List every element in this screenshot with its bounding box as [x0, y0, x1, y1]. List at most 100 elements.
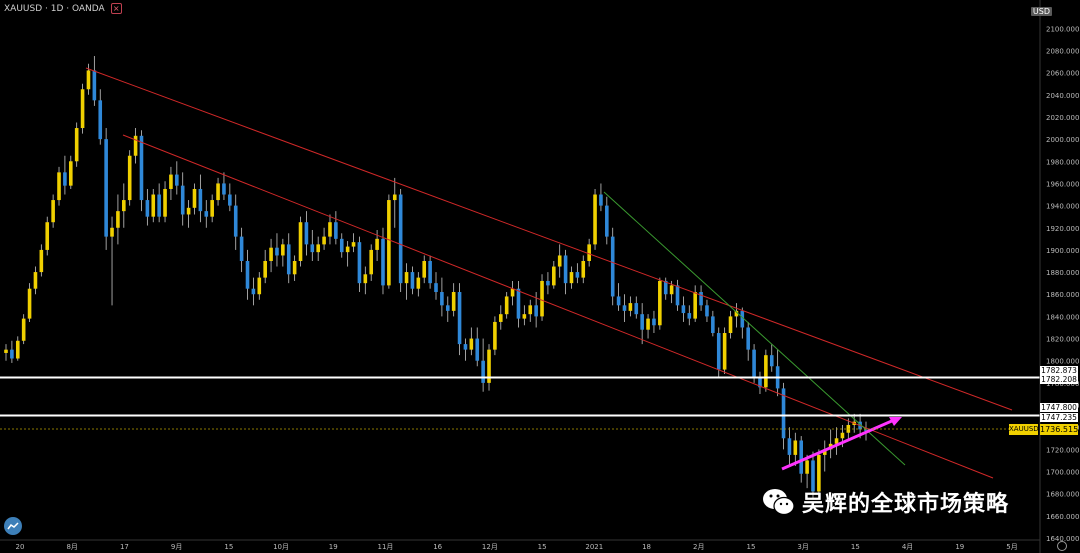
candle-body	[422, 261, 427, 278]
candle	[104, 128, 108, 250]
candle	[740, 307, 745, 339]
time-tick-label: 12月	[482, 543, 498, 551]
candle-body	[622, 305, 627, 311]
candle	[157, 183, 161, 223]
candle-body	[699, 292, 703, 306]
candle-body	[21, 318, 26, 341]
candle	[45, 216, 50, 256]
candle-body	[328, 222, 332, 237]
candle	[263, 249, 267, 284]
candle-body	[652, 318, 656, 326]
candle-body	[316, 244, 320, 253]
candle-body	[233, 205, 238, 237]
watermark: 吴辉的全球市场策略	[762, 486, 1009, 518]
candle	[787, 427, 792, 466]
candle-body	[210, 200, 214, 217]
candle	[251, 277, 256, 306]
candle	[758, 371, 762, 394]
candle-body	[504, 296, 509, 315]
time-tick-label: 20	[16, 543, 25, 551]
candle	[198, 174, 203, 223]
time-tick-label: 16	[433, 543, 442, 551]
candle-body	[357, 242, 362, 284]
candle	[257, 272, 262, 300]
price-axis-ticks[interactable]: 2100.000 2080.000 2060.000 2040.000 2020.000…	[1046, 25, 1079, 543]
candle	[528, 299, 533, 322]
candle	[622, 294, 627, 322]
candle	[357, 236, 362, 293]
candle	[552, 261, 556, 289]
candle-body	[769, 355, 774, 367]
candle-body	[51, 200, 55, 223]
candle	[204, 200, 209, 228]
candle-body	[440, 292, 444, 306]
candle-body	[192, 188, 197, 208]
time-axis-ticks[interactable]: 20 8月 17 9月 15 10月 19 11月 16 12月 15 2021 18 2月 15 3月 15 4…	[16, 543, 1018, 551]
candle-body	[428, 261, 432, 284]
candle	[316, 236, 320, 261]
candle	[334, 211, 338, 245]
settings-icon[interactable]	[1057, 541, 1067, 551]
candle	[428, 255, 432, 289]
candle	[175, 161, 179, 195]
candle	[569, 266, 574, 289]
candle-body	[363, 274, 368, 284]
candle	[675, 279, 680, 311]
candle-body	[569, 272, 574, 284]
candle-body	[675, 285, 680, 306]
candle-body	[728, 316, 733, 334]
candle-body	[281, 244, 285, 256]
time-tick-label: 3月	[797, 543, 808, 551]
candle-body	[239, 236, 244, 261]
currency-badge[interactable]: USD	[1030, 7, 1052, 16]
candle	[186, 200, 191, 228]
candle-body	[716, 333, 721, 370]
time-tick-label: 19	[955, 543, 964, 551]
candle	[504, 292, 509, 319]
candle	[410, 266, 415, 295]
candle-body	[216, 183, 220, 201]
price-tick-label: 2040.000	[1046, 92, 1079, 100]
candle-body	[10, 349, 14, 359]
price-tick-label: 1940.000	[1046, 203, 1079, 211]
candle	[163, 181, 167, 223]
candle-body	[493, 321, 497, 350]
candle	[292, 255, 297, 281]
candle-body	[245, 261, 250, 289]
candle-body	[764, 355, 768, 388]
price-tick-label: 1880.000	[1046, 269, 1079, 277]
candle-body	[434, 283, 438, 293]
candle-body	[481, 360, 485, 383]
candle-body	[98, 100, 103, 140]
price-tick-label: 1920.000	[1046, 225, 1079, 233]
candle	[381, 227, 385, 295]
hline-label: 1782.208	[1040, 375, 1078, 384]
price-tick-label: 1980.000	[1046, 158, 1079, 166]
candle	[469, 327, 474, 356]
tradingview-logo-icon[interactable]	[4, 517, 22, 535]
candle-body	[204, 211, 209, 217]
candle	[822, 440, 827, 472]
candle-body	[510, 288, 515, 297]
candle	[15, 336, 20, 361]
candle	[345, 241, 350, 267]
candle	[239, 227, 244, 273]
candle	[752, 344, 756, 383]
candle-body	[334, 222, 338, 239]
close-icon[interactable]: ×	[110, 3, 122, 14]
candle	[245, 249, 250, 300]
candle-body	[68, 161, 73, 186]
candle-body	[605, 205, 609, 237]
time-tick-label: 17	[120, 543, 129, 551]
candle	[110, 216, 114, 306]
candle	[322, 227, 326, 250]
candle	[487, 344, 491, 391]
candle-body	[552, 266, 556, 286]
candle-body	[133, 135, 138, 156]
candle-body	[122, 200, 126, 212]
candle-body	[198, 188, 203, 212]
candle	[4, 344, 8, 361]
candle-body	[392, 194, 397, 201]
candle	[811, 451, 815, 500]
